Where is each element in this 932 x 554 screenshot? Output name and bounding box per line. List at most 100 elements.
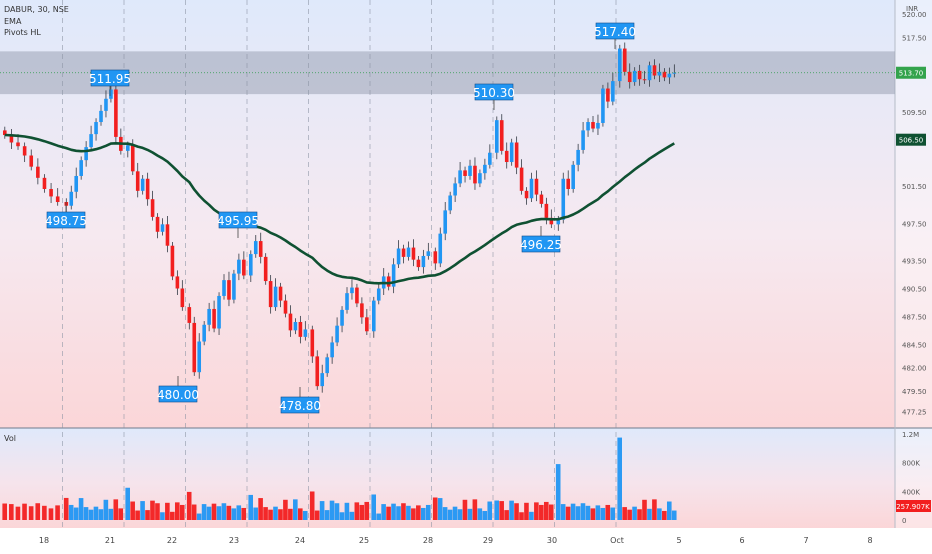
candle bbox=[488, 144, 492, 169]
volume-bar bbox=[216, 506, 222, 520]
candle-body bbox=[114, 89, 118, 137]
volume-bar bbox=[504, 510, 509, 520]
volume-bar bbox=[334, 503, 340, 520]
volume-bar bbox=[302, 510, 308, 520]
pivot-label-low: 498.75 bbox=[45, 202, 87, 229]
candle bbox=[283, 294, 288, 318]
candle bbox=[140, 175, 145, 195]
candle-body bbox=[268, 281, 273, 308]
volume-bar bbox=[63, 497, 69, 520]
candle-body bbox=[632, 70, 637, 83]
candle-body bbox=[586, 122, 590, 131]
volume-bar bbox=[288, 508, 293, 520]
volume-bar bbox=[565, 506, 571, 520]
volume-bar bbox=[344, 502, 350, 520]
candle-body bbox=[406, 247, 411, 257]
candle-body bbox=[662, 71, 667, 78]
candle-body bbox=[421, 255, 426, 268]
volume-bar bbox=[354, 502, 360, 520]
candle bbox=[576, 143, 580, 172]
volume-bar bbox=[15, 506, 21, 520]
volume-bar bbox=[78, 498, 84, 520]
candle-body bbox=[667, 73, 672, 78]
candle-body bbox=[458, 170, 462, 184]
candle bbox=[222, 274, 226, 300]
candle bbox=[104, 90, 108, 118]
candle-body bbox=[657, 71, 662, 76]
price-tick-label: 482.00 bbox=[902, 365, 927, 373]
candle-body bbox=[591, 122, 595, 129]
candles bbox=[3, 42, 677, 393]
candle bbox=[642, 70, 647, 84]
candle bbox=[426, 242, 431, 260]
pivot-label-low: 478.80 bbox=[279, 387, 321, 414]
candle-body bbox=[222, 280, 226, 296]
candle-body bbox=[340, 309, 344, 326]
candle bbox=[468, 159, 472, 180]
time-tick-label: 7 bbox=[803, 536, 808, 545]
candle-body bbox=[55, 196, 60, 203]
candle-body bbox=[488, 152, 492, 165]
candle bbox=[170, 242, 175, 281]
volume-bar bbox=[93, 506, 99, 520]
last-price-badge: 513.70 bbox=[896, 66, 926, 79]
candle-body bbox=[642, 79, 647, 81]
volume-bar bbox=[560, 504, 566, 520]
candle-body bbox=[556, 219, 561, 225]
candle bbox=[581, 122, 585, 154]
volume-bar bbox=[514, 503, 519, 520]
candle-body bbox=[207, 308, 211, 325]
volume-bar bbox=[543, 501, 549, 520]
session-separators bbox=[62, 0, 617, 528]
candle-body bbox=[320, 373, 325, 387]
price-tick-label: 509.50 bbox=[902, 109, 927, 117]
candle-body bbox=[438, 233, 443, 264]
candle-body bbox=[549, 217, 554, 225]
indicator-ema-label[interactable]: EMA bbox=[4, 17, 22, 26]
candle-body bbox=[145, 178, 150, 200]
candle-body bbox=[227, 280, 231, 300]
pivot-label-text: 480.00 bbox=[157, 388, 199, 402]
candle bbox=[29, 149, 34, 171]
volume-bar bbox=[35, 503, 41, 520]
candle-body bbox=[376, 288, 381, 301]
time-tick-label: 21 bbox=[105, 536, 115, 545]
candle bbox=[74, 167, 79, 199]
volume-bar bbox=[273, 506, 278, 520]
candle-body bbox=[165, 224, 170, 246]
candle-body bbox=[443, 210, 448, 234]
candle bbox=[293, 318, 298, 335]
volume-bar bbox=[381, 504, 386, 520]
time-tick-label: 23 bbox=[229, 536, 239, 545]
volume-bar bbox=[457, 509, 463, 520]
candle-body bbox=[561, 178, 566, 220]
candle bbox=[478, 169, 482, 188]
candle bbox=[335, 317, 339, 347]
candle-body bbox=[622, 48, 627, 72]
candle-body bbox=[433, 251, 438, 264]
volume-bar bbox=[642, 499, 647, 520]
candle-body bbox=[263, 256, 268, 282]
candle bbox=[340, 306, 344, 333]
candle bbox=[443, 202, 448, 241]
candle bbox=[42, 174, 47, 193]
candle bbox=[350, 279, 354, 300]
volume-bar bbox=[622, 507, 627, 520]
volume-bar bbox=[452, 506, 458, 520]
volume-bar bbox=[548, 504, 554, 520]
volume-bar bbox=[524, 502, 529, 520]
pivot-label-text: 510.30 bbox=[473, 86, 515, 100]
volume-bar bbox=[580, 503, 586, 520]
candle bbox=[416, 255, 421, 271]
candle bbox=[596, 114, 600, 136]
candle bbox=[411, 239, 416, 267]
candle-body bbox=[217, 295, 221, 329]
volume-bar bbox=[499, 501, 504, 520]
volume-bar bbox=[263, 507, 268, 520]
indicator-pivots-label[interactable]: Pivots HL bbox=[4, 28, 41, 37]
candle-body bbox=[155, 216, 160, 232]
price-axis: 520.00 517.50 509.50 506.50 501.50 497.50 493.… bbox=[902, 11, 927, 417]
candle-body bbox=[150, 199, 155, 217]
